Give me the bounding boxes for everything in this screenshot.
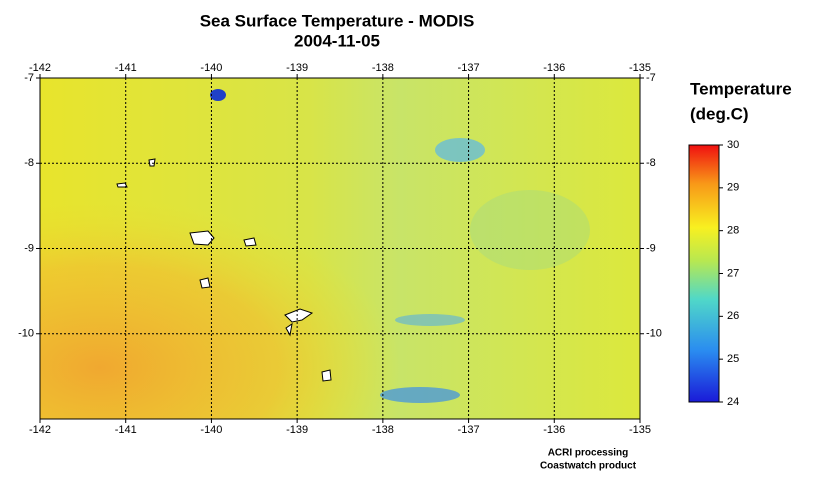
x-tick-label: -138 bbox=[372, 62, 394, 74]
colorbar-tick-label: 27 bbox=[727, 267, 739, 279]
colorbar-title: (deg.C) bbox=[690, 104, 749, 123]
x-tick-label: -141 bbox=[115, 424, 137, 436]
chart-subtitle: 2004-11-05 bbox=[294, 31, 380, 50]
y-tick-label: -8 bbox=[24, 157, 34, 169]
y-tick-label: -7 bbox=[646, 72, 656, 84]
x-tick-label: -140 bbox=[200, 424, 222, 436]
island bbox=[321, 369, 332, 382]
x-tick-label: -140 bbox=[200, 62, 222, 74]
island bbox=[285, 322, 293, 337]
y-tick-label: -8 bbox=[646, 157, 656, 169]
chart-title: Sea Surface Temperature - MODIS bbox=[200, 11, 475, 30]
cool-patch bbox=[380, 387, 460, 403]
island bbox=[116, 182, 128, 188]
x-tick-label: -142 bbox=[29, 424, 51, 436]
cool-patch bbox=[470, 190, 590, 270]
colorbar-tick-label: 30 bbox=[727, 139, 739, 151]
x-tick-label: -141 bbox=[115, 62, 137, 74]
x-tick-label: -138 bbox=[372, 424, 394, 436]
note: ACRI processing bbox=[548, 448, 629, 459]
island bbox=[148, 158, 156, 167]
x-tick-label: -139 bbox=[286, 62, 308, 74]
colorbar-tick-label: 25 bbox=[727, 353, 739, 365]
y-tick-label: -10 bbox=[18, 328, 34, 340]
island bbox=[199, 277, 211, 289]
x-tick-label: -137 bbox=[458, 424, 480, 436]
cool-patch bbox=[395, 314, 465, 326]
note: Coastwatch product bbox=[540, 461, 637, 472]
y-tick-label: -9 bbox=[24, 242, 34, 254]
island bbox=[243, 237, 257, 247]
x-tick-label: -135 bbox=[629, 424, 651, 436]
x-tick-label: -136 bbox=[543, 424, 565, 436]
y-tick-label: -10 bbox=[646, 328, 662, 340]
x-tick-label: -142 bbox=[29, 62, 51, 74]
colorbar-tick-label: 28 bbox=[727, 225, 739, 237]
y-tick-label: -7 bbox=[24, 72, 34, 84]
colorbar-tick-label: 29 bbox=[727, 182, 739, 194]
y-tick-label: -9 bbox=[646, 242, 656, 254]
x-tick-label: -136 bbox=[543, 62, 565, 74]
colorbar-tick-label: 26 bbox=[727, 310, 739, 322]
cool-patch bbox=[210, 89, 226, 101]
x-tick-label: -139 bbox=[286, 424, 308, 436]
colorbar-title: Temperature bbox=[690, 79, 792, 98]
x-tick-label: -137 bbox=[458, 62, 480, 74]
colorbar-tick-label: 24 bbox=[727, 396, 739, 408]
island bbox=[189, 230, 215, 246]
colorbar bbox=[688, 144, 720, 403]
x-tick-label: -135 bbox=[629, 62, 651, 74]
cool-patch bbox=[435, 138, 485, 162]
